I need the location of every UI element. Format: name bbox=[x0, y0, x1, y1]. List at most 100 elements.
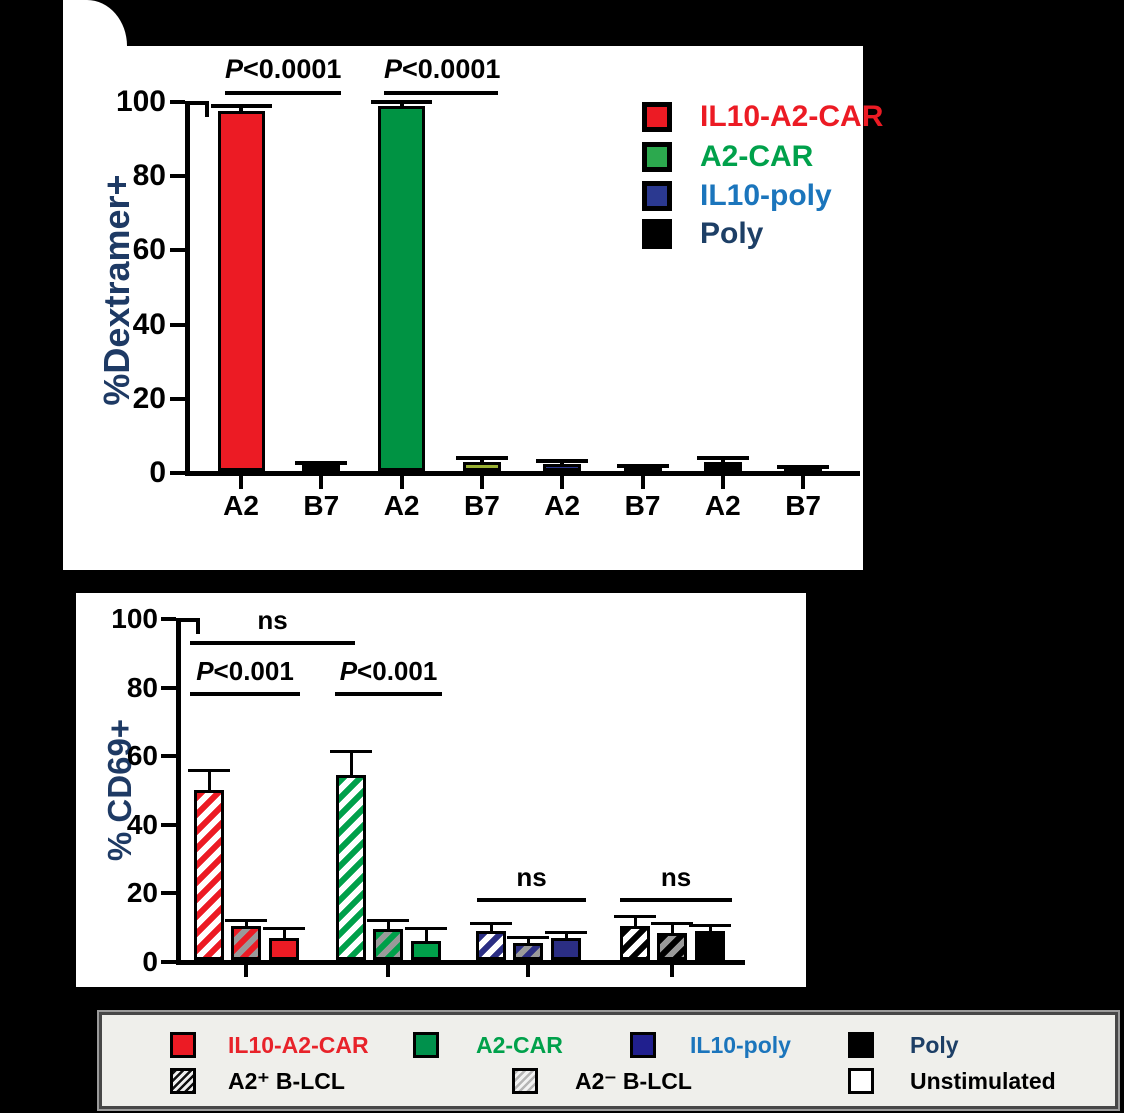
x-tick-label: A2 bbox=[704, 490, 741, 521]
y-tick-label: 80 bbox=[132, 159, 166, 193]
legend-label: IL10-poly bbox=[700, 179, 832, 212]
x-tick-label: B7 bbox=[463, 490, 500, 521]
y-tick bbox=[161, 960, 176, 964]
y-axis-line bbox=[185, 101, 190, 476]
axis-top-hook-stub bbox=[205, 101, 209, 117]
legend-label: IL10-A2-CAR bbox=[700, 100, 884, 133]
bar bbox=[217, 111, 265, 471]
error-bar-cap bbox=[616, 463, 669, 468]
error-bar-line bbox=[670, 921, 674, 933]
bar bbox=[784, 468, 823, 474]
legend-label: A2⁻ B-LCL bbox=[575, 1068, 692, 1094]
error-bar-cap bbox=[225, 918, 267, 922]
error-bar-line bbox=[244, 918, 248, 926]
bottom-legend-box bbox=[99, 1012, 1118, 1109]
significance-line bbox=[477, 898, 586, 903]
x-tick bbox=[640, 475, 645, 489]
y-tick bbox=[170, 471, 185, 475]
x-tick bbox=[479, 475, 484, 489]
bar bbox=[551, 937, 581, 960]
bar bbox=[513, 942, 543, 960]
legend-label: IL10-poly bbox=[690, 1032, 791, 1058]
significance-line bbox=[190, 692, 300, 697]
y-tick-label: 40 bbox=[132, 307, 166, 341]
bar bbox=[378, 105, 426, 471]
significance-label: P<0.0001 bbox=[384, 53, 501, 84]
error-bar-cap bbox=[651, 921, 693, 925]
x-tick-label: B7 bbox=[785, 490, 821, 521]
legend-label: Poly bbox=[700, 217, 764, 250]
error-bar-line bbox=[386, 918, 390, 930]
error-bar-line bbox=[564, 930, 568, 938]
bar bbox=[462, 461, 501, 471]
error-bar-cap bbox=[696, 456, 749, 460]
significance-label: P<0.001 bbox=[339, 656, 438, 687]
bar bbox=[194, 790, 224, 960]
error-bar-line bbox=[708, 923, 712, 931]
y-tick bbox=[161, 617, 176, 621]
y-tick bbox=[161, 754, 176, 759]
error-bar-line bbox=[207, 769, 211, 791]
error-bar-cap bbox=[507, 935, 549, 939]
y-tick-label: 0 bbox=[149, 456, 166, 489]
error-bar-cap bbox=[470, 921, 512, 925]
legend-swatch bbox=[170, 1068, 196, 1094]
error-bar-cap bbox=[210, 103, 272, 108]
legend-label: A2⁺ B-LCL bbox=[228, 1068, 345, 1094]
significance-label: ns bbox=[257, 605, 288, 635]
error-bar-line bbox=[282, 927, 286, 938]
y-tick-label: 20 bbox=[126, 877, 158, 909]
error-bar-cap bbox=[689, 923, 731, 927]
dextramer-chart-panel bbox=[63, 46, 863, 570]
error-bar-cap bbox=[777, 464, 830, 469]
error-bar-cap bbox=[455, 456, 508, 460]
error-bar-cap bbox=[545, 930, 587, 934]
x-tick-label: B7 bbox=[624, 490, 661, 521]
legend-swatch bbox=[642, 102, 672, 132]
legend-swatch bbox=[848, 1032, 874, 1058]
y-tick-label: 100 bbox=[111, 603, 158, 634]
error-bar-cap bbox=[536, 458, 589, 463]
y-tick-label: 0 bbox=[142, 946, 158, 977]
legend-swatch bbox=[848, 1068, 874, 1094]
axis-top-hook bbox=[185, 101, 209, 105]
error-bar-cap bbox=[263, 927, 305, 931]
y-tick bbox=[170, 174, 185, 179]
significance-label: P<0.001 bbox=[196, 656, 294, 687]
bar bbox=[623, 467, 662, 474]
y-tick-label: 100 bbox=[115, 85, 166, 118]
y-tick bbox=[170, 100, 185, 104]
bar bbox=[231, 925, 261, 960]
x-tick bbox=[526, 964, 530, 977]
bar bbox=[695, 930, 725, 960]
x-tick bbox=[239, 475, 243, 489]
x-tick-label: A2 bbox=[383, 490, 420, 521]
significance-label: ns bbox=[660, 862, 692, 893]
significance-label: ns bbox=[516, 862, 547, 893]
significance-line bbox=[384, 90, 498, 95]
significance-line bbox=[190, 641, 355, 645]
y-tick bbox=[161, 822, 176, 827]
y-tick-label: 20 bbox=[132, 381, 166, 415]
error-bar-cap bbox=[188, 769, 230, 773]
y-tick bbox=[161, 685, 176, 690]
y-tick-label: 40 bbox=[126, 808, 158, 840]
significance-line bbox=[620, 898, 732, 903]
bar bbox=[657, 932, 687, 960]
bar bbox=[703, 461, 742, 471]
y-tick-label: 60 bbox=[126, 740, 158, 772]
axis-top-hook bbox=[176, 618, 200, 622]
error-bar-line bbox=[633, 915, 637, 926]
legend-swatch bbox=[642, 219, 672, 249]
error-bar-cap bbox=[367, 918, 409, 922]
bar bbox=[620, 925, 650, 960]
significance-line bbox=[225, 90, 341, 95]
legend-swatch bbox=[630, 1032, 656, 1058]
error-bar-line bbox=[489, 921, 493, 931]
legend-label: Poly bbox=[910, 1032, 959, 1058]
bar bbox=[411, 941, 441, 960]
significance-line bbox=[335, 692, 442, 697]
significance-label: P<0.0001 bbox=[225, 53, 342, 84]
